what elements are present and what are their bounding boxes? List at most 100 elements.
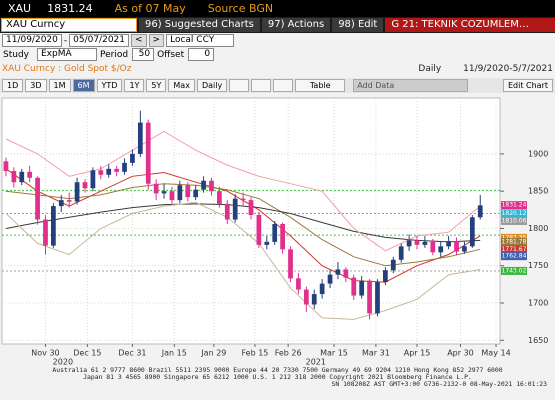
- range-button[interactable]: 3D: [25, 79, 47, 92]
- icon-button[interactable]: [273, 79, 294, 92]
- dash: -: [63, 35, 68, 46]
- period[interactable]: 50: [132, 48, 155, 61]
- candle-body: [58, 200, 64, 207]
- range-button[interactable]: Daily: [196, 79, 228, 92]
- toolbar-button[interactable]: 96) Suggested Charts: [139, 18, 260, 32]
- range-button[interactable]: 1Y: [124, 79, 145, 92]
- price-tag-label: 1810.06: [502, 217, 527, 224]
- security-input[interactable]: XAU Curncy: [1, 18, 137, 32]
- candle-body: [193, 189, 199, 198]
- candle-body: [177, 185, 183, 201]
- footer-line: Japan 81 3 4565 8900 Singapore 65 6212 1…: [83, 373, 472, 381]
- start-date[interactable]: 11/09/2020: [2, 34, 62, 47]
- range-button[interactable]: 5Y: [146, 79, 167, 92]
- as-of: As of 07 May: [114, 2, 186, 15]
- currency[interactable]: Local CCY: [166, 34, 235, 47]
- year-label: 2021: [306, 358, 326, 367]
- candle-body: [438, 246, 444, 253]
- next-button[interactable]: >: [148, 34, 165, 47]
- price-tag: [501, 252, 527, 261]
- range-button[interactable]: 1M: [48, 79, 71, 92]
- candle-body: [161, 191, 167, 194]
- range-bar: 1D 3D 1M 6M YTD 1Y 5Y Max Daily Table Add Data Edit…: [0, 78, 555, 93]
- footer-line: SN 108208Z AST GMT+3:00 G736-2132-0 08-M…: [331, 380, 547, 388]
- offset[interactable]: 0: [188, 48, 215, 61]
- candle-body: [145, 122, 151, 184]
- price-tag-label: 1787.35: [502, 234, 527, 241]
- candle-body: [217, 191, 222, 204]
- icon-button[interactable]: [251, 79, 272, 92]
- x-tick-label: Jan 15: [161, 349, 187, 358]
- price-tag: [501, 233, 527, 242]
- candle-body: [43, 219, 48, 246]
- study[interactable]: ExpMA: [37, 48, 97, 61]
- x-tick-label: Feb 26: [275, 349, 302, 358]
- page-title[interactable]: G 21: TEKNIK COZUMLEM…: [385, 18, 555, 32]
- date-row: 11/09/2020 - 05/07/2021 < > Local CCY: [0, 33, 555, 48]
- candle-body: [122, 162, 127, 172]
- candle-body: [398, 246, 404, 260]
- price-tag: [501, 216, 527, 225]
- security-name: XAU Curncy : Gold Spot $/Oz: [2, 63, 132, 74]
- range-button[interactable]: Max: [168, 79, 195, 92]
- candle-body: [454, 241, 459, 252]
- candle-body: [114, 168, 119, 172]
- x-tick-label: Mar 15: [320, 349, 348, 358]
- price: 1831.24: [47, 2, 93, 15]
- table-button[interactable]: Table: [295, 79, 346, 92]
- price-tag-label: 1762.84: [502, 253, 527, 260]
- candle-body: [469, 217, 475, 247]
- toolbar-button[interactable]: 98) Edit: [332, 18, 384, 32]
- edit-chart[interactable]: Edit Chart: [502, 79, 553, 92]
- indicator-line: [5, 201, 481, 320]
- x-tick-label: Jan 29: [200, 349, 226, 358]
- candle-body: [422, 241, 428, 245]
- frequency: Daily: [418, 63, 442, 74]
- x-tick-label: Feb 15: [242, 349, 269, 358]
- candle-body: [35, 177, 40, 220]
- candle-body: [264, 241, 270, 245]
- price-tag: [501, 201, 527, 210]
- candle-body: [351, 277, 357, 296]
- candle-body: [27, 171, 33, 178]
- end-date[interactable]: 05/07/2021: [69, 34, 129, 47]
- y-tick-label: 1650: [528, 336, 548, 345]
- y-tick-label: 1850: [528, 187, 548, 196]
- toolbar: XAU Curncy 96) Suggested Charts 97) Acti…: [0, 17, 555, 33]
- candle-body: [3, 161, 9, 172]
- candle-body: [477, 205, 483, 218]
- prev-button[interactable]: <: [131, 34, 147, 47]
- candle-body: [327, 274, 333, 284]
- price-tag: [501, 245, 527, 254]
- candle-body: [209, 180, 214, 192]
- candle-body: [169, 191, 175, 201]
- candle-body: [359, 280, 365, 296]
- candle-body: [66, 200, 72, 202]
- x-tick-label: Apr 15: [404, 349, 431, 358]
- range-button[interactable]: 6M: [72, 79, 95, 92]
- footer: Australia 61 2 9777 8600 Brazil 5511 239…: [0, 367, 555, 388]
- ticker: XAU: [8, 2, 32, 15]
- price-tag-label: 1781.78: [502, 239, 527, 246]
- candle-body: [430, 241, 436, 253]
- x-tick-label: Nov 30: [31, 349, 59, 358]
- date-range: 11/9/2020-5/7/2021: [463, 63, 553, 74]
- candle-body: [256, 215, 262, 245]
- candle-body: [446, 241, 451, 247]
- range-button[interactable]: YTD: [96, 79, 123, 92]
- footer-line: Australia 61 2 9777 8600 Brazil 5511 239…: [52, 366, 503, 374]
- candle-body: [311, 294, 317, 305]
- x-tick-label: Mar 31: [362, 349, 390, 358]
- candle-body: [367, 280, 372, 314]
- candle-body: [272, 223, 278, 242]
- add-data[interactable]: Add Data: [353, 79, 469, 92]
- range-button[interactable]: 1D: [2, 79, 24, 92]
- candle-body: [335, 269, 341, 275]
- toolbar-button[interactable]: 97) Actions: [261, 18, 331, 32]
- candle-body: [383, 270, 388, 283]
- candle-body: [130, 153, 135, 163]
- source: Source BGN: [207, 2, 274, 15]
- icon-button[interactable]: [229, 79, 250, 92]
- candle-body: [137, 122, 143, 154]
